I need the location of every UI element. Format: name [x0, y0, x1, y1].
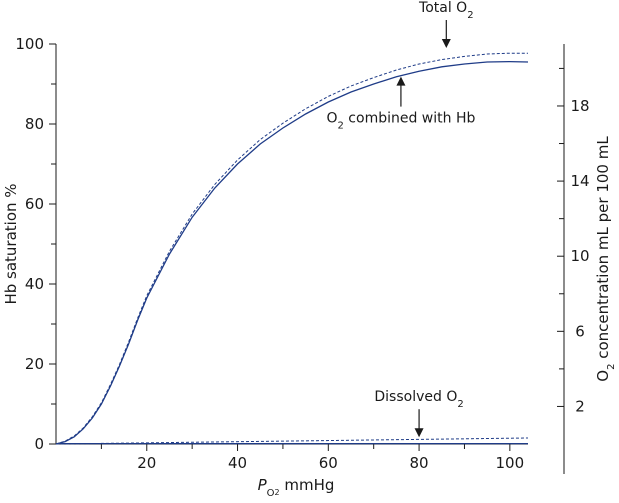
y-left-tick-label: 20 — [25, 355, 44, 373]
y-left-tick-label: 80 — [25, 115, 44, 133]
annotation-text: combined with Hb — [344, 111, 476, 127]
y-right-tick-label: 18 — [570, 97, 589, 115]
x-tick-label: 20 — [137, 454, 156, 472]
annotation-subscript: 2 — [467, 10, 473, 21]
y-right-axis-label: O2 concentration mL per 100 mL — [594, 136, 617, 382]
annotation-label-0: Total O2 — [418, 0, 474, 21]
x-axis-label-sub: O — [267, 488, 275, 499]
annotation-label-2: Dissolved O2 — [374, 389, 463, 410]
y-right-axis-label-rest: concentration mL per 100 mL — [594, 136, 612, 364]
y-right-axis-label-pre: O — [594, 370, 612, 382]
y-left-tick-label: 100 — [15, 35, 44, 53]
series-group — [55, 52, 529, 445]
annotation-text: O — [326, 111, 337, 127]
annotation-label-1: O2 combined with Hb — [326, 111, 475, 132]
x-axis-label-p: P — [258, 476, 268, 494]
annotation-text: Dissolved O — [374, 389, 457, 405]
annotation-subscript: 2 — [337, 120, 343, 131]
series-line-2 — [55, 437, 529, 445]
y-left-tick-label: 0 — [34, 435, 44, 453]
y-left-axis-label: Hb saturation % — [2, 183, 20, 304]
axes-group: 20 40 60 80 100 0 20 40 60 80 100 2 6 10 14 18 — [15, 35, 590, 474]
x-axis-label-rest: mmHg — [280, 476, 335, 494]
annotation-arrow-head — [396, 76, 406, 86]
series-line-1 — [55, 52, 528, 445]
y-left-tick-label: 60 — [25, 195, 44, 213]
x-axis-label-sub2: 2 — [275, 488, 280, 497]
x-tick-label: 40 — [228, 454, 247, 472]
y-right-tick-label: 6 — [575, 322, 585, 340]
x-tick-label: 60 — [319, 454, 338, 472]
x-axis-label: PO2 mmHg — [258, 476, 335, 499]
y-left-tick-label: 40 — [25, 275, 44, 293]
series-line-0 — [55, 60, 529, 445]
annotation-text: Total O — [418, 0, 467, 16]
y-right-tick-label: 14 — [570, 172, 589, 190]
y-right-axis-label-sub: 2 — [606, 364, 617, 370]
y-right-tick-label: 10 — [570, 247, 589, 265]
x-tick-label: 80 — [410, 454, 429, 472]
x-tick-label: 100 — [496, 454, 525, 472]
annotation-subscript: 2 — [457, 399, 463, 410]
y-right-tick-label: 2 — [575, 397, 585, 415]
annotation-arrow-head — [441, 39, 451, 48]
annotation-arrow-head — [414, 428, 424, 438]
